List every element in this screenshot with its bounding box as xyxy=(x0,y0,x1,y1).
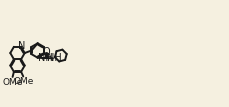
Text: OMe: OMe xyxy=(14,77,34,86)
Text: NH: NH xyxy=(47,53,61,63)
Text: NH: NH xyxy=(38,53,52,63)
Text: OMe: OMe xyxy=(2,78,23,87)
Text: N: N xyxy=(17,41,25,51)
Text: O: O xyxy=(43,47,50,57)
